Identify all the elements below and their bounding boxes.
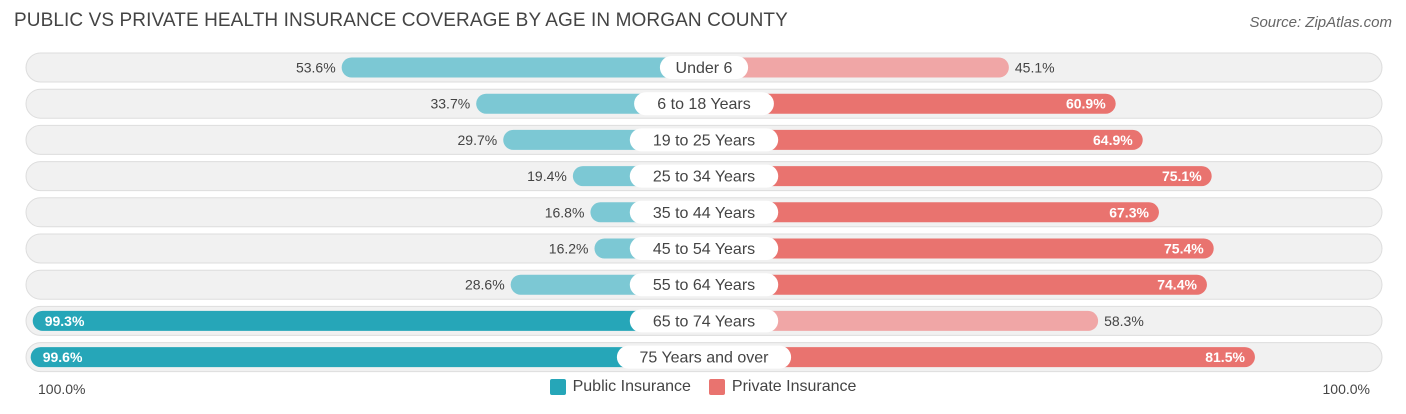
chart-source: Source: ZipAtlas.com xyxy=(1249,14,1392,31)
public-value-label: 16.2% xyxy=(549,241,589,257)
private-value-label: 75.4% xyxy=(1164,241,1204,257)
private-bar xyxy=(704,129,1143,150)
public-value-label: 53.6% xyxy=(296,60,336,76)
public-value-label: 29.7% xyxy=(458,132,498,148)
private-bar xyxy=(704,310,1099,331)
category-pill xyxy=(629,128,779,152)
private-bar xyxy=(704,238,1214,259)
legend: Public Insurance Private Insurance xyxy=(0,378,1406,396)
private-bar xyxy=(704,93,1116,114)
public-bar xyxy=(30,347,705,368)
private-value-label: 81.5% xyxy=(1205,349,1245,365)
category-label: Under 6 xyxy=(676,60,733,77)
legend-item-public[interactable]: Public Insurance xyxy=(549,378,691,396)
category-label: 19 to 25 Years xyxy=(653,132,755,149)
category-pill xyxy=(629,237,779,260)
private-bar xyxy=(704,202,1159,223)
category-label: 35 to 44 Years xyxy=(653,205,755,222)
legend-swatch-private xyxy=(708,379,725,395)
public-value-label: 99.3% xyxy=(45,313,85,329)
public-value-label: 99.6% xyxy=(43,349,83,365)
category-pill xyxy=(634,92,774,116)
category-label: 6 to 18 Years xyxy=(657,96,750,113)
chart-title: PUBLIC VS PRIVATE HEALTH INSURANCE COVER… xyxy=(14,10,788,31)
public-value-label: 28.6% xyxy=(465,277,505,293)
category-pill xyxy=(629,200,779,224)
category-label: 75 Years and over xyxy=(640,350,770,367)
private-bar xyxy=(704,347,1255,368)
legend-label-private: Private Insurance xyxy=(731,378,857,395)
private-value-label: 74.4% xyxy=(1157,277,1197,293)
legend-label-public: Public Insurance xyxy=(572,378,691,395)
legend-swatch-public xyxy=(549,379,566,395)
legend-item-private[interactable]: Private Insurance xyxy=(708,378,857,396)
category-pill xyxy=(629,273,779,297)
category-pill xyxy=(616,345,792,369)
public-value-label: 33.7% xyxy=(430,96,470,112)
private-value-label: 58.3% xyxy=(1104,313,1144,329)
category-label: 65 to 74 Years xyxy=(653,313,755,330)
category-label: 55 to 64 Years xyxy=(653,277,755,294)
category-pill xyxy=(629,164,779,188)
public-bar xyxy=(32,310,705,331)
category-pill xyxy=(629,309,779,333)
category-pill xyxy=(659,56,749,79)
category-label: 25 to 34 Years xyxy=(653,169,755,186)
axis-left-label: 100.0% xyxy=(38,381,86,397)
axis-right-label: 100.0% xyxy=(1322,381,1370,397)
private-bar xyxy=(704,57,1009,78)
category-label: 45 to 54 Years xyxy=(653,241,755,258)
private-value-label: 67.3% xyxy=(1109,204,1149,220)
private-value-label: 64.9% xyxy=(1093,132,1133,148)
private-value-label: 60.9% xyxy=(1066,96,1106,112)
private-bar xyxy=(704,274,1207,295)
private-value-label: 45.1% xyxy=(1015,60,1055,76)
public-value-label: 16.8% xyxy=(545,204,585,220)
private-value-label: 75.1% xyxy=(1162,168,1202,184)
public-value-label: 19.4% xyxy=(527,168,567,184)
public-bar xyxy=(341,57,704,78)
private-bar xyxy=(704,166,1212,187)
